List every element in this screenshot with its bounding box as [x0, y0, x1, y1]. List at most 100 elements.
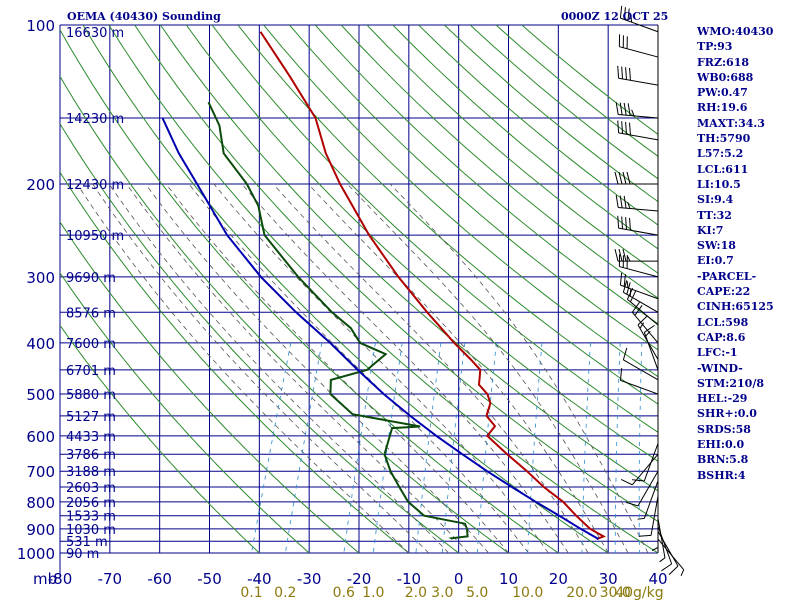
wind-barb-flag	[629, 67, 631, 81]
height-label: 16630 m	[66, 26, 124, 41]
wind-barb-flag	[619, 102, 623, 115]
wind-barb	[618, 34, 659, 58]
wind-barb	[625, 470, 659, 507]
mixing-ratio-label: 0.2	[274, 585, 296, 600]
wind-barb	[618, 254, 659, 278]
stat-item: CAP:8.6	[697, 330, 746, 344]
wind-barb-shaft	[631, 453, 659, 486]
wind-barb-shaft	[623, 359, 659, 381]
stat-item: SHR+:0.0	[697, 407, 757, 421]
moist-adiabat	[108, 183, 449, 553]
stat-item: EHI:0.0	[697, 438, 745, 452]
wind-barb-shaft	[650, 495, 659, 536]
stat-item: CAPE:22	[697, 285, 751, 299]
wind-barb	[631, 443, 659, 482]
wind-barb-flag	[619, 195, 623, 208]
temp-tick-label: -70	[98, 570, 123, 588]
pressure-tick-label: 700	[26, 463, 55, 481]
wind-barb	[620, 453, 659, 486]
stat-item: RH:19.6	[697, 101, 748, 115]
dry-adiabat	[60, 75, 510, 553]
pressure-tick-label: 1000	[17, 545, 55, 563]
wind-barb-flag	[626, 282, 631, 295]
sounding-indices: WMO:40430 TP:93 FRZ:618 WB0:688 PW:0.47 RH:19…	[697, 24, 774, 483]
wind-barb-flag	[625, 501, 639, 507]
wind-barb-flag	[630, 15, 633, 23]
wind-barb	[617, 120, 659, 141]
stat-item: PW:0.47	[697, 86, 748, 100]
stat-item: SI:9.4	[697, 193, 734, 207]
wind-barb-flag	[627, 202, 631, 209]
wind-barb-flag	[623, 102, 627, 116]
stat-item: L57:5.2	[697, 147, 744, 161]
height-label: 4433 m	[66, 430, 116, 445]
wind-barb	[657, 538, 685, 577]
dry-adiabat	[60, 122, 460, 553]
wind-barb	[637, 480, 659, 520]
pressure-tick-label: 500	[26, 386, 55, 404]
dry-adiabat	[392, 25, 658, 250]
wind-barb-flag	[626, 287, 634, 300]
wind-barb-flag	[626, 254, 631, 262]
wind-barb-shaft	[618, 227, 659, 236]
wind-barb-shaft	[619, 46, 659, 58]
wind-barb-flag	[622, 347, 628, 361]
wind-barb-flag	[651, 547, 659, 551]
dry-adiabat	[185, 25, 658, 462]
wind-barb-shaft	[657, 531, 679, 567]
mixing-ratio-label: 0.1	[240, 585, 262, 600]
wind-barb-flag	[622, 248, 627, 262]
stat-item: LI:10.5	[697, 177, 741, 191]
stat-item: BRN:5.8	[697, 453, 749, 467]
wind-barb-shaft	[620, 17, 659, 33]
dry-adiabat	[60, 221, 360, 553]
dry-adiabat	[263, 25, 658, 378]
stat-item: SW:18	[697, 239, 736, 253]
mixing-ratio-label: 40g/kg	[615, 585, 663, 600]
stat-item: SRDS:58	[697, 422, 751, 436]
wind-barb	[614, 248, 658, 262]
series-parcel	[161, 117, 600, 540]
mixing-ratio-label: 20.0	[566, 585, 597, 600]
wind-barb	[615, 102, 659, 119]
wind-barb-flag	[615, 102, 619, 115]
wind-barb-flag	[659, 557, 666, 563]
dry-adiabat	[60, 324, 261, 553]
dry-adiabat	[160, 25, 658, 492]
temp-tick-label: -20	[347, 570, 372, 588]
height-label: 8576 m	[66, 306, 116, 321]
wind-barb-flag	[638, 534, 652, 537]
height-label: 531 m	[66, 535, 108, 550]
wind-barb-flag	[622, 171, 627, 185]
wind-barb-flag	[661, 563, 672, 572]
wind-barb-flag	[631, 301, 640, 313]
moist-adiabat	[126, 183, 469, 553]
stat-item: TP:93	[697, 40, 733, 54]
wind-barb-flag	[617, 215, 620, 229]
wind-barb-flag	[614, 248, 619, 262]
wind-barb-shaft	[619, 266, 659, 278]
wind-barb-flag	[621, 216, 624, 229]
mixing-ratio-label: 5.0	[466, 585, 488, 600]
wind-barb-flag	[619, 368, 623, 381]
wind-barb-flag	[629, 217, 631, 231]
moist-adiabat	[145, 183, 489, 553]
temp-tick-label: 20	[549, 570, 568, 588]
wind-barb-flag	[621, 121, 624, 134]
moist-adiabat	[92, 183, 430, 553]
temp-tick-label: -30	[297, 570, 322, 588]
wind-barb-flag	[623, 7, 626, 20]
wind-barb	[622, 347, 659, 381]
stat-item: TH:5790	[697, 132, 751, 146]
temp-tick-label: 40	[648, 570, 667, 588]
wind-barb-flag	[639, 322, 645, 329]
mixing-ratio-label: 10.0	[512, 585, 543, 600]
stat-item: STM:210/8	[697, 376, 764, 390]
wind-barb-shaft	[618, 113, 659, 119]
wind-barb-flag	[621, 66, 624, 79]
height-label: 90 m	[66, 547, 99, 562]
chart-series	[161, 31, 606, 541]
temp-tick-label: -80	[48, 570, 73, 588]
wind-barb-flag	[620, 478, 633, 486]
